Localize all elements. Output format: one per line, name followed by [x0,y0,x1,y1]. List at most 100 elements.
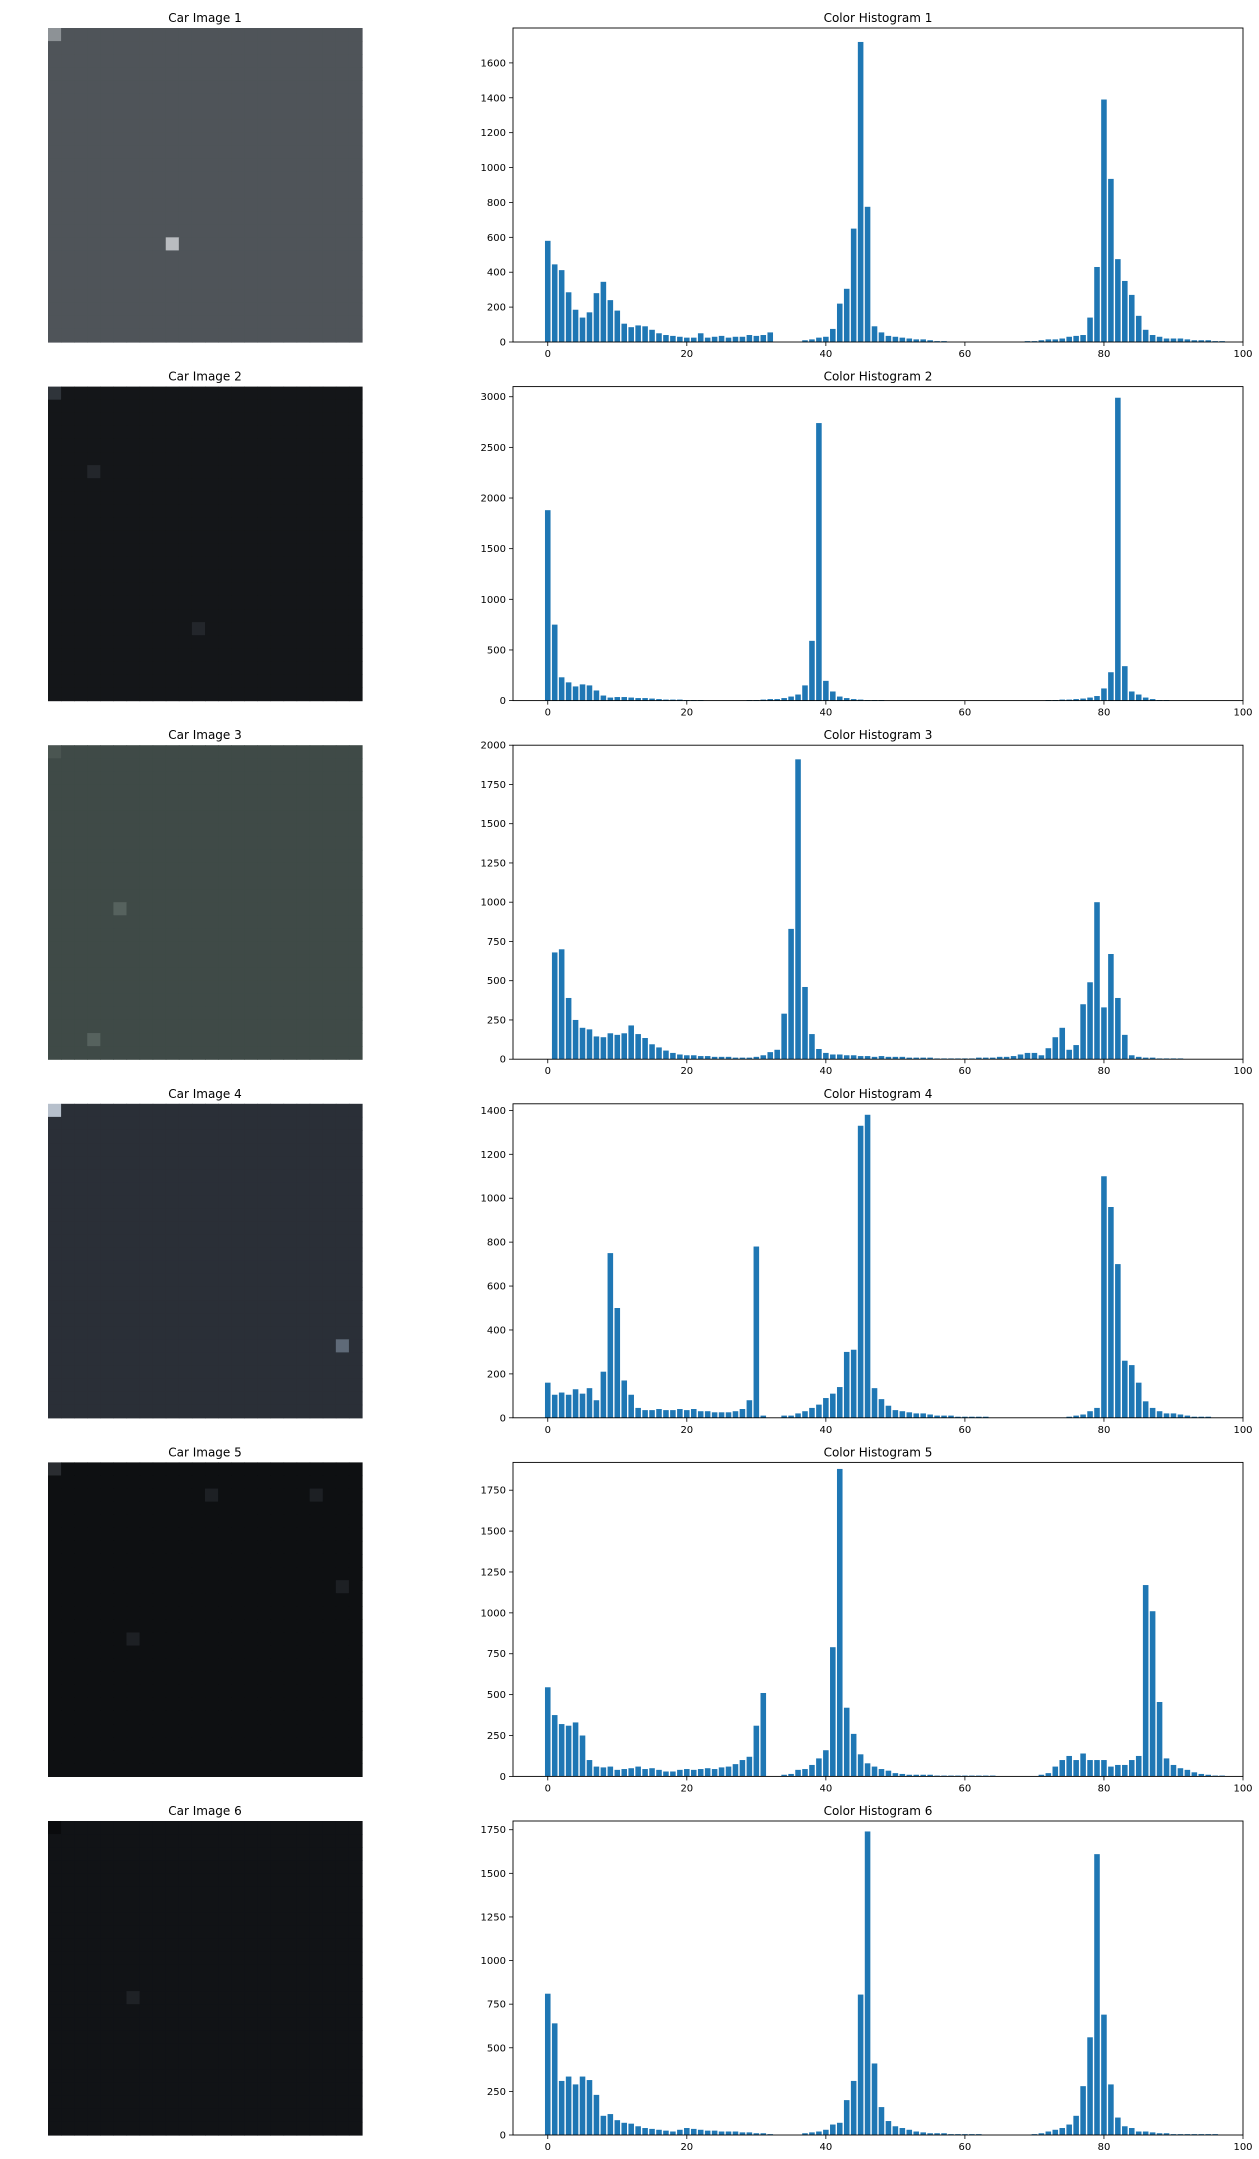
histogram-bar [1094,1407,1100,1418]
car-image-pixel [309,1221,324,1236]
car-image-pixel [244,1553,258,1568]
histogram-bar [809,1407,815,1418]
histogram-bar [816,1048,822,1060]
car-image-pixel [322,1632,337,1647]
car-image-pixel [296,823,311,838]
car-image-pixel [257,1763,272,1777]
car-image-pixel [244,1006,258,1021]
car-image-pixel [139,1724,154,1738]
car-image-pixel [335,2069,350,2084]
car-image-pixel [205,635,219,649]
car-image-pixel [113,119,128,134]
car-image-pixel [322,250,337,265]
car-image-pixel [205,465,219,479]
histogram-bar [565,2076,572,2135]
car-image-pixel [231,1580,245,1594]
x-tick-label: 40 [819,349,832,360]
car-image-pixel [205,1951,219,1966]
car-image-pixel [335,1273,350,1288]
car-image-pixel [139,328,154,343]
car-image-pixel [74,1710,88,1725]
car-image-pixel [48,132,62,147]
car-image-pixel [270,569,285,584]
car-image-pixel [178,1671,193,1686]
car-image-pixel [61,1339,75,1353]
car-image-pixel [74,1951,88,1966]
car-image-pixel [231,849,245,864]
car-image-pixel [191,928,206,943]
car-image-pixel [283,80,298,95]
car-image-pixel [74,797,88,812]
car-image-pixel [191,582,206,597]
car-image-pixel [296,237,311,252]
car-image-pixel [335,1567,350,1581]
car-image-pixel [283,928,298,943]
car-image-pixel [309,54,324,68]
car-image-pixel [205,1046,219,1060]
histogram-bar [739,1760,746,1777]
car-image-pixel [335,276,350,291]
car-image-pixel [257,1899,272,1914]
car-image-pixel [191,661,206,676]
histogram-bar [836,696,843,701]
car-image-pixel [205,661,219,676]
histogram-bar [711,1412,718,1418]
y-tick-label: 1000 [481,1608,506,1619]
car-image-pixel [178,836,193,851]
car-image-pixel [257,54,272,68]
car-image-pixel [231,1143,245,1157]
car-image-pixel [126,758,141,772]
car-image-pixel [309,2121,324,2136]
histogram-bar [739,336,746,342]
car-image-pixel [322,1247,337,1262]
x-tick-label: 0 [545,2142,551,2153]
car-image-pixel [178,823,193,838]
car-image-pixel [87,491,101,505]
car-image-pixel [335,2004,350,2018]
car-image-pixel [48,80,62,95]
car-image-pixel [74,386,88,401]
car-image-pixel [48,902,62,916]
car-image-pixel [283,263,298,278]
car-image-pixel [348,2017,363,2031]
histogram-bar [899,337,906,342]
car-image-pixel [152,862,167,877]
car-image-pixel [270,595,285,610]
car-image-pixel [152,622,167,636]
car-image-pixel [126,491,141,505]
car-image-pixel [257,1886,272,1901]
histogram-bar [649,1044,655,1060]
histogram-bar [1080,1753,1086,1777]
car-image-pixel [257,928,272,943]
car-image-pixel [87,1593,101,1607]
car-image-pixel [178,491,193,505]
car-image-pixel [87,237,101,252]
car-image-pixel [61,2082,75,2097]
car-image-pixel [322,93,337,108]
car-image-pixel [335,1182,350,1196]
car-image-pixel [231,1873,245,1888]
car-image-pixel [348,1462,363,1477]
car-image-pixel [191,386,206,401]
histogram-bar [1170,338,1177,342]
car-image-pixel [74,1195,88,1210]
car-image-pixel [309,250,324,265]
car-image-pixel [152,1645,167,1660]
car-image-pixel [270,1847,285,1861]
histogram-bar [1122,1360,1128,1418]
car-image-pixel [87,993,101,1008]
car-image-pixel [296,1462,311,1477]
image-title: Car Image 6 [168,1804,242,1818]
car-image-pixel [348,1899,363,1914]
car-image-pixel [126,438,141,453]
car-image-pixel [270,28,285,42]
car-image-pixel [309,289,324,304]
car-image-pixel [191,237,206,252]
car-image-pixel [309,263,324,278]
car-image-pixel [113,67,128,81]
car-image-pixel [309,1763,324,1777]
car-image-pixel [74,54,88,68]
car-image-pixel [270,1462,285,1477]
car-image-pixel [283,849,298,864]
histogram-bar [857,1754,864,1777]
